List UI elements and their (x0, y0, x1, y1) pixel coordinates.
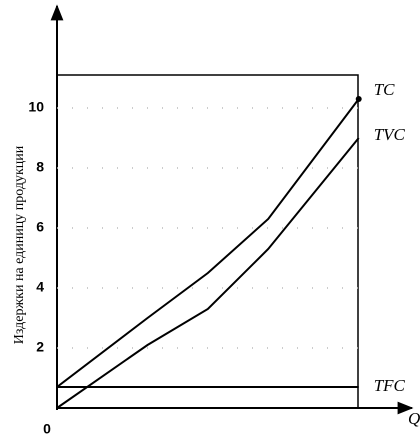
series-label: TFC (374, 376, 406, 395)
series-line (56, 137, 360, 409)
series-line (56, 98, 360, 388)
x-axis-label: Q (408, 409, 420, 428)
y-tick-label: 8 (36, 159, 44, 175)
y-tick-label: 10 (28, 99, 44, 115)
y-tick-label: 4 (36, 279, 44, 295)
y-tick-label: 2 (36, 339, 44, 355)
y-axis-label: Издержки на единицу продукции (12, 145, 27, 344)
end-point (355, 96, 362, 102)
series-label: TVC (374, 125, 406, 144)
y-tick-label: 6 (36, 219, 44, 235)
frame (57, 74, 359, 408)
y-tick-label: 0 (43, 421, 51, 437)
series-label: TC (374, 80, 395, 99)
